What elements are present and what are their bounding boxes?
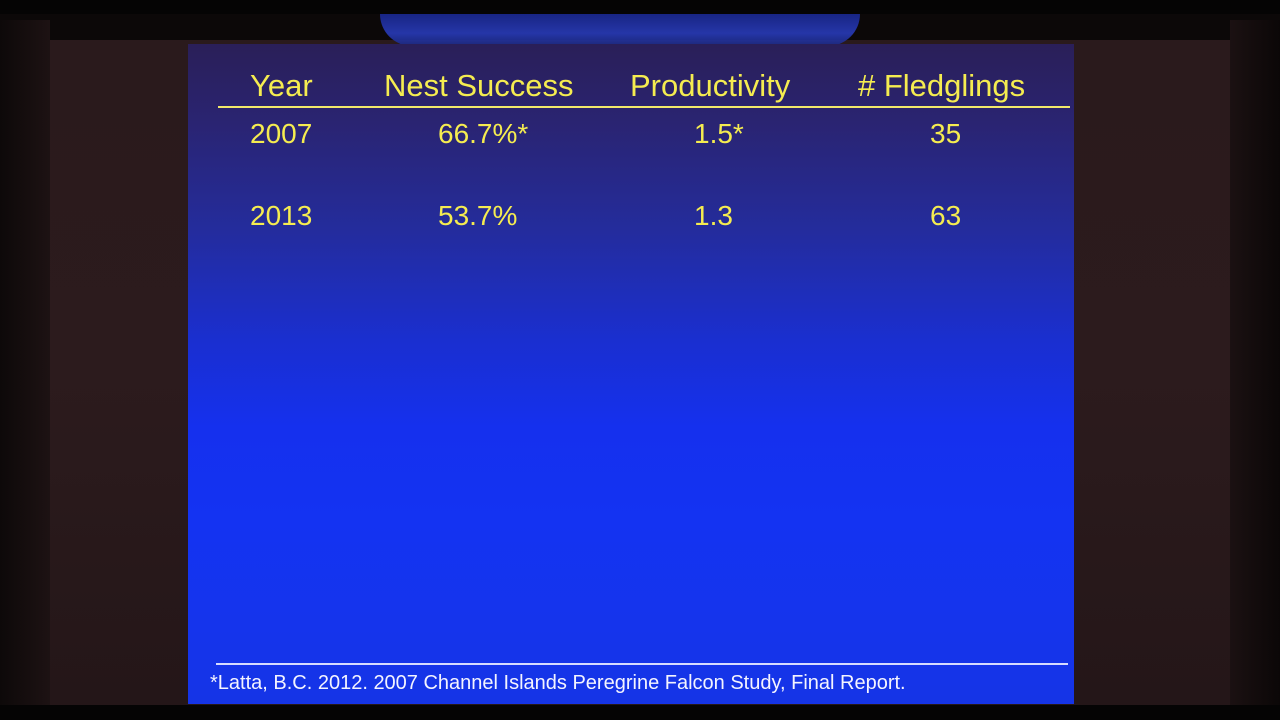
header-divider [218,106,1070,108]
table-row: 2007 66.7%* 1.5* 35 [188,114,1074,154]
cell-year: 2007 [250,118,313,149]
cell-fledglings: 35 [930,118,962,149]
cell-fledglings: 63 [930,200,962,231]
cell-year: 2013 [250,200,313,231]
cell-productivity: 1.3 [694,200,733,231]
footnote-divider [216,663,1068,665]
left-wall-shadow [0,20,50,710]
top-dark-band [0,0,1280,14]
footnote-citation: *Latta, B.C. 2012. 2007 Channel Islands … [210,672,906,694]
right-wall-shadow [1230,20,1280,710]
cell-productivity: 1.5* [694,118,744,149]
table-row: 2013 53.7% 1.3 63 [188,196,1074,236]
header-productivity: Productivity [630,68,791,103]
header-year: Year [250,68,313,103]
header-fledglings: # Fledglings [858,68,1026,103]
projector-glow [380,14,860,46]
cell-nest-success: 66.7%* [438,118,529,149]
presentation-slide: Year Nest Success Productivity # Fledgli… [188,44,1074,704]
header-nest-success: Nest Success [384,68,574,103]
table-header-row: Year Nest Success Productivity # Fledgli… [188,66,1074,106]
cell-nest-success: 53.7% [438,200,518,231]
bottom-dark-band [0,705,1280,720]
